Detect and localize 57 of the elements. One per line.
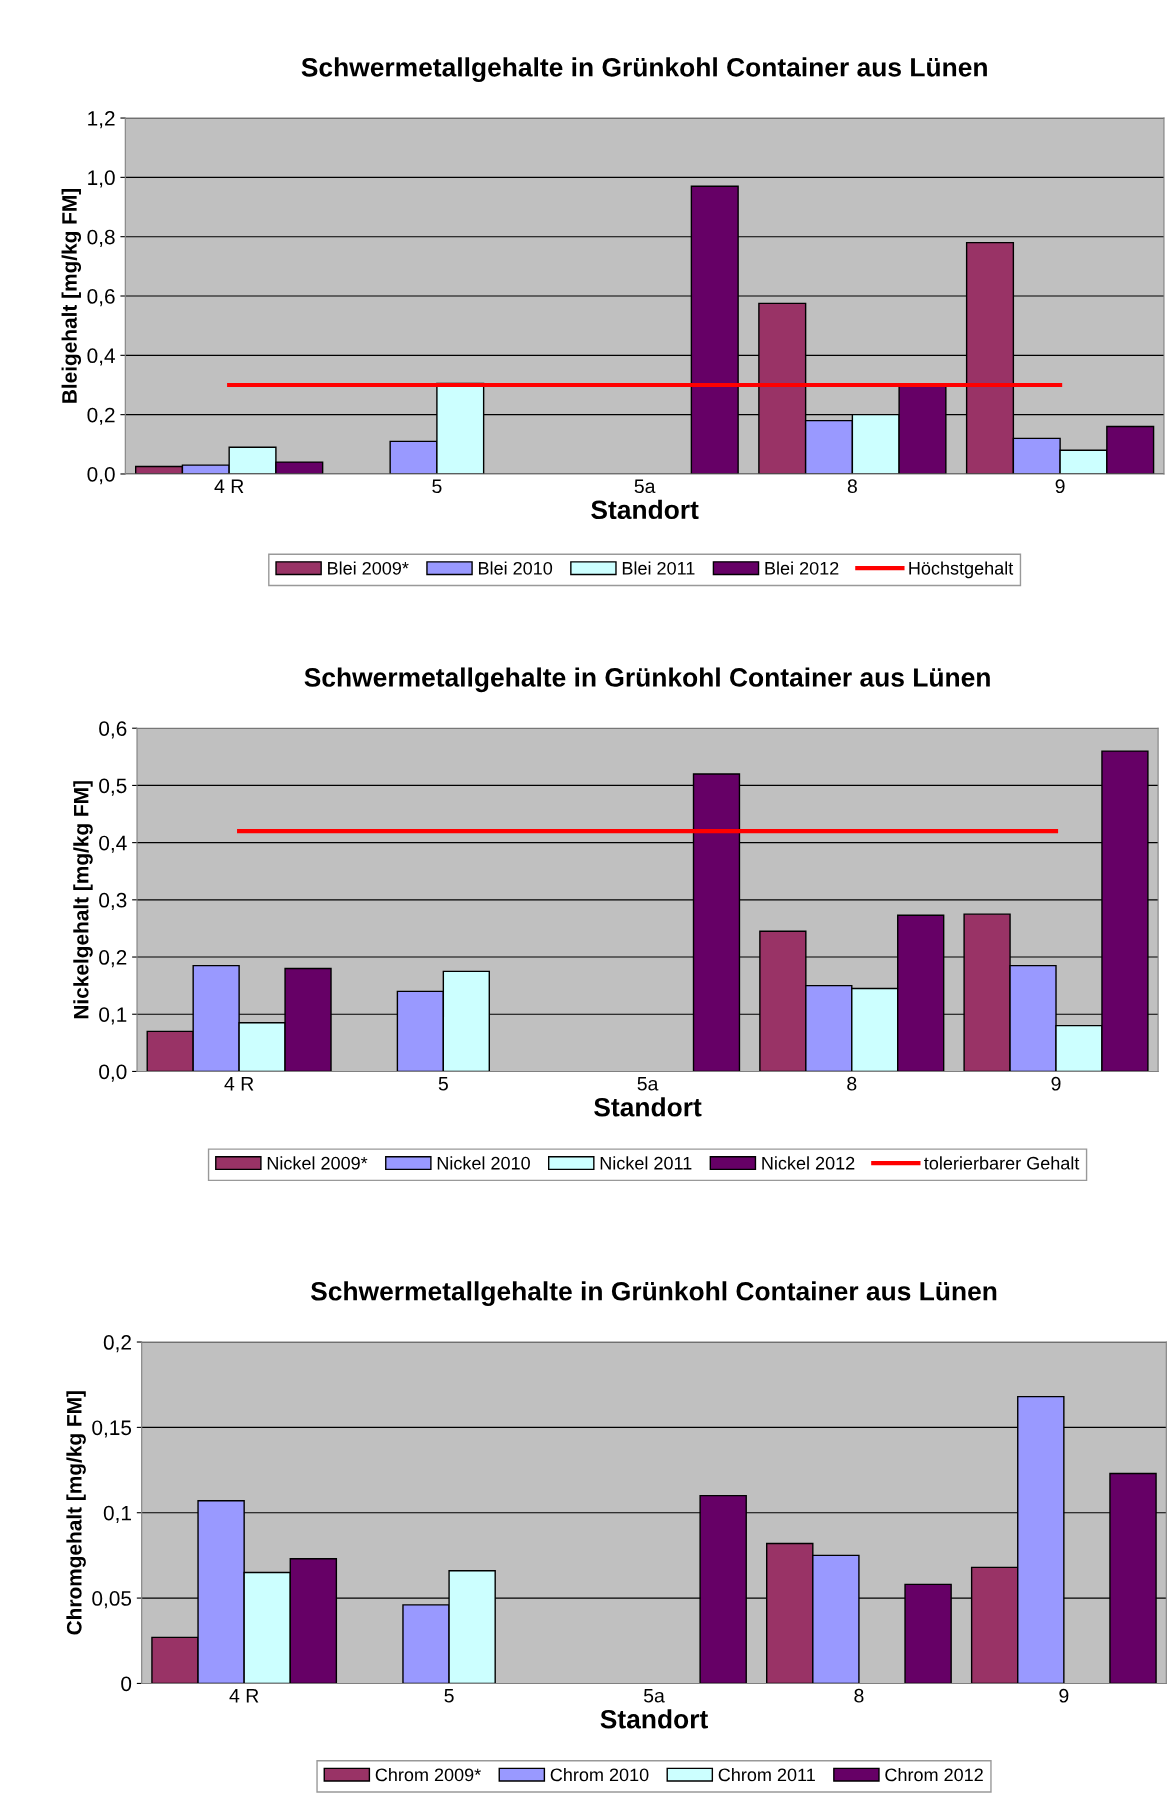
x-tick-label: 4 R: [224, 1077, 254, 1091]
x-axis-title: Standort: [591, 499, 699, 520]
x-tick-label: 8: [854, 1688, 864, 1703]
x-tick-label: 5a: [643, 1689, 665, 1703]
legend-label: Blei 2009*: [328, 561, 409, 575]
y-axis-title: Bleigehalt [mg/kg FM]: [61, 188, 82, 403]
legend-label: Nickel 2011: [600, 1156, 692, 1170]
x-tick-label: 4 R: [229, 1689, 259, 1703]
y-tick-label: 0,1: [99, 1007, 127, 1025]
chart-title: Schwermetallgehalte in Grünkohl Container aus Lünen: [304, 667, 990, 693]
y-tick-label: 0,05: [92, 1591, 132, 1609]
legend-label: Chrom 2009*: [375, 1767, 481, 1782]
x-tick-label: 5a: [634, 479, 656, 494]
x-tick-label: 9: [1051, 1076, 1061, 1091]
x-tick-label: 4 R: [214, 479, 244, 493]
y-tick-label: 1,0: [88, 170, 115, 188]
y-tick-label: 0,1: [103, 1505, 131, 1523]
x-tick-label: 9: [1055, 479, 1065, 494]
chart-title: Schwermetallgehalte in Grünkohl Container aus Lünen: [310, 1281, 997, 1306]
legend-label: Chrom 2010: [550, 1767, 649, 1782]
legend-label: Blei 2010: [478, 561, 553, 575]
y-tick-label: 0,15: [92, 1420, 132, 1438]
legend-label: Höchstgehalt: [909, 561, 1014, 579]
x-axis-title: Standort: [594, 1097, 702, 1117]
x-tick-label: 8: [847, 1076, 857, 1091]
x-tick-label: 5: [444, 1689, 454, 1703]
y-tick-label: 0,4: [99, 835, 127, 853]
legend-label: tolerierbarer Gehalt: [924, 1156, 1080, 1170]
x-tick-label: 8: [847, 479, 857, 494]
y-tick-label: 0,8: [87, 229, 115, 247]
legend-label: Nickel 2009*: [267, 1156, 368, 1170]
legend-label: Chrom 2012: [885, 1767, 983, 1782]
y-tick-label: 0: [121, 1676, 132, 1692]
x-tick-label: 5: [432, 479, 442, 494]
y-tick-label: 0,0: [99, 1064, 127, 1082]
y-axis-title: Chromgehalt [mg/kg FM]: [66, 1391, 86, 1635]
x-axis-title: Standort: [600, 1709, 708, 1729]
legend-label: Blei 2011: [622, 561, 695, 575]
y-tick-label: 0,5: [99, 778, 127, 796]
y-tick-label: 1,2: [88, 111, 115, 129]
x-tick-label: 5a: [637, 1077, 659, 1091]
y-tick-label: 0,6: [99, 721, 127, 739]
y-tick-label: 0,0: [87, 466, 115, 485]
x-tick-label: 9: [1059, 1688, 1069, 1703]
legend-label: Chrom 2011: [718, 1767, 815, 1782]
y-tick-label: 0,2: [99, 950, 127, 968]
y-tick-label: 0,2: [87, 407, 115, 425]
y-axis-title: Nickelgehalt [mg/kg FM]: [73, 781, 93, 1019]
legend-label: Nickel 2010: [437, 1156, 530, 1170]
y-tick-label: 0,6: [87, 289, 115, 307]
y-tick-label: 0,2: [103, 1335, 131, 1353]
y-tick-label: 0,3: [99, 892, 127, 911]
x-tick-label: 5: [438, 1077, 448, 1091]
y-tick-label: 0,4: [87, 348, 115, 366]
legend-label: Nickel 2012: [762, 1156, 855, 1170]
chart-title: Schwermetallgehalte in Grünkohl Container aus Lünen: [301, 57, 987, 82]
legend-label: Blei 2012: [765, 561, 839, 575]
